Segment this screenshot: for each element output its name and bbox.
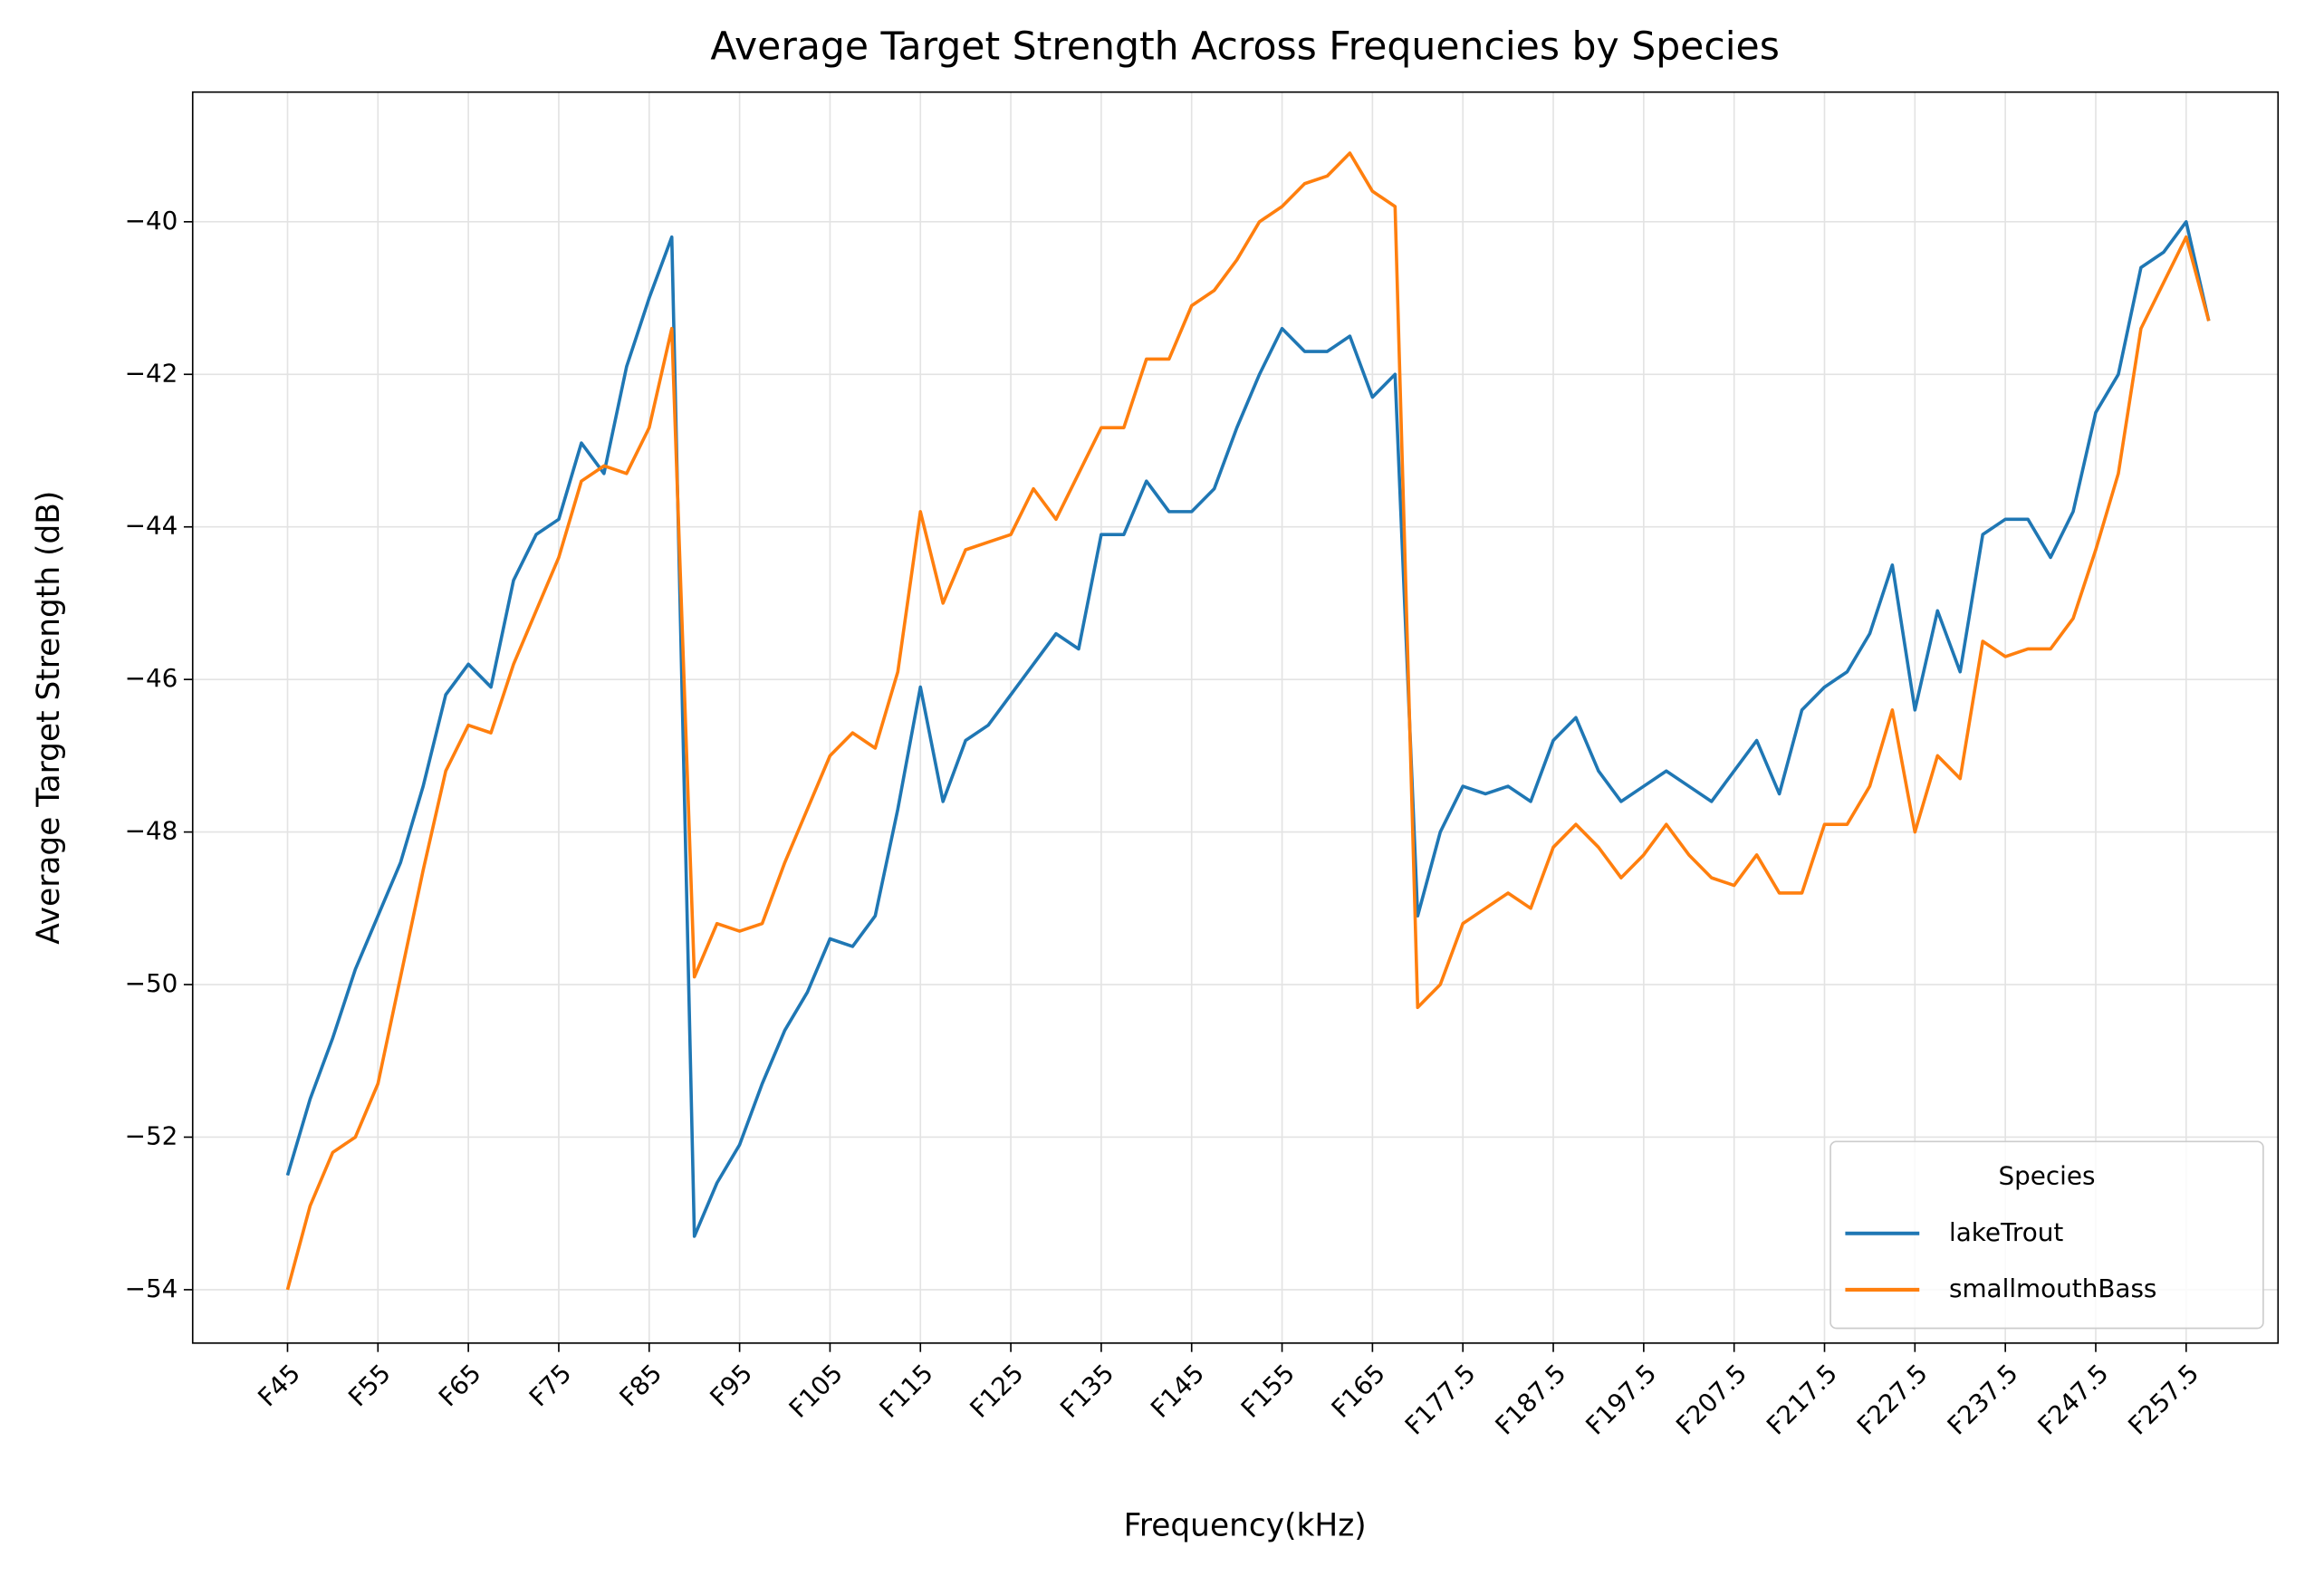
x-tick-label: F75 [523,1359,578,1413]
y-axis-label: Average Target Strength (dB) [31,491,67,945]
legend-label: lakeTrout [1949,1217,2063,1247]
x-tick-label: F155 [1235,1359,1301,1424]
x-tick-label: F45 [252,1359,306,1413]
x-tick-label: F217.5 [1761,1359,1843,1441]
y-tick-label: −52 [125,1120,178,1150]
x-tick-label: F145 [1145,1359,1210,1424]
x-tick-label: F177.5 [1399,1359,1482,1441]
x-tick-label: F55 [342,1359,397,1413]
x-tick-label: F237.5 [1942,1359,2024,1441]
y-tick-label: −48 [125,816,178,846]
x-tick-label: F65 [433,1359,487,1413]
x-tick-label: F125 [964,1359,1029,1424]
y-tick-label: −50 [125,968,178,998]
x-tick-label: F207.5 [1670,1359,1753,1441]
x-tick-label: F257.5 [2122,1359,2204,1441]
x-tick-label: F95 [704,1359,758,1413]
series-line [285,220,2211,1238]
x-tick-label: F115 [873,1359,938,1424]
y-tick-label: −44 [125,511,178,541]
x-tick-label: F85 [614,1359,668,1413]
x-tick-label: F197.5 [1580,1359,1662,1441]
legend-label: smallmouthBass [1949,1273,2156,1303]
x-tick-label: F135 [1054,1359,1119,1424]
y-tick-label: −54 [125,1273,178,1303]
x-tick-label: F227.5 [1851,1359,1934,1441]
series-line [285,151,2211,1291]
legend-box [1829,1140,2264,1330]
x-tick-label: F105 [783,1359,849,1424]
y-tick-label: −40 [125,206,178,235]
y-tick-label: −46 [125,663,178,693]
plot-frame [191,91,2280,1344]
x-axis-label: Frequency(kHz) [1124,1507,1367,1543]
x-tick-label: F165 [1326,1359,1391,1424]
x-tick-label: F187.5 [1490,1359,1572,1441]
legend-title: Species [1998,1161,2095,1191]
chart-title: Average Target Strength Across Frequenci… [710,25,1779,70]
x-tick-label: F247.5 [2031,1359,2114,1441]
y-tick-label: −42 [125,358,178,388]
